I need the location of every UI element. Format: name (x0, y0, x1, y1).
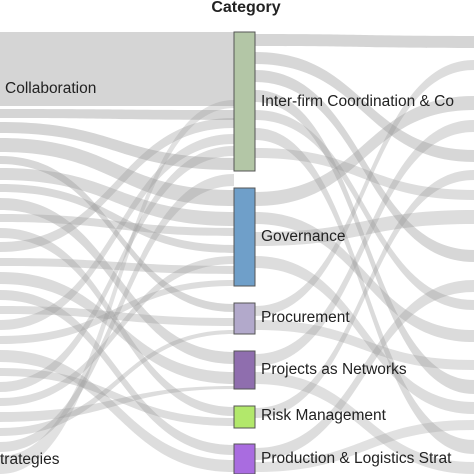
node-label-production-logistics: Production & Logistics Strat (261, 450, 452, 467)
node-label-risk-management: Risk Management (261, 407, 386, 424)
flow-left-0 (0, 32, 234, 106)
left-label-strategies: trategies (0, 451, 60, 468)
flow-right-3 (255, 90, 474, 394)
flow-left-16 (0, 280, 234, 344)
node-label-inter-firm: Inter-firm Coordination & Co (261, 93, 454, 110)
flow-right-9 (255, 210, 474, 246)
flow-right-5 (255, 128, 474, 454)
flow-right-0 (255, 34, 474, 48)
flow-left-19 (0, 146, 234, 392)
node-inter-firm (233, 31, 256, 172)
flow-left-14 (0, 306, 234, 326)
flow-left-3 (0, 138, 234, 206)
flow-right-16 (255, 280, 474, 460)
node-label-governance: Governance (261, 228, 346, 245)
flow-left-21 (0, 386, 234, 422)
flow-left-6 (0, 184, 234, 253)
flow-left-5 (0, 168, 234, 226)
node-label-procurement: Procurement (261, 309, 350, 326)
flow-right-15 (255, 170, 474, 418)
flow-right-14 (255, 372, 474, 474)
node-risk-management (233, 405, 256, 429)
node-governance (233, 187, 256, 287)
flow-left-23 (0, 174, 234, 452)
flow-left-22 (0, 330, 234, 436)
flow-right-1 (255, 52, 474, 162)
left-label-collaboration: Collaboration (5, 80, 97, 97)
flow-left-10 (0, 118, 234, 252)
flow-left-18 (0, 368, 234, 426)
flow-left-11 (0, 258, 234, 274)
flow-left-24 (0, 100, 234, 474)
flow-right-8 (255, 212, 474, 342)
flow-left-1 (0, 109, 234, 120)
node-procurement (233, 302, 256, 335)
flow-right-4 (255, 110, 474, 310)
flow-left-8 (0, 214, 234, 236)
flow-right-11 (255, 60, 474, 316)
flow-right-2 (255, 70, 474, 262)
diagram-title: Category (211, 0, 281, 16)
flow-left-4 (0, 156, 234, 312)
flow-left-12 (0, 272, 234, 384)
node-label-projects-as-networks: Projects as Networks (261, 361, 407, 378)
flow-right-17 (255, 420, 474, 472)
flow-right-6 (255, 148, 474, 200)
flow-left-9 (0, 228, 234, 416)
flow-right-13 (255, 120, 474, 366)
flow-right-10 (255, 256, 474, 414)
flow-right-7 (255, 96, 474, 206)
flow-right-12 (255, 320, 474, 370)
flow-left-7 (0, 198, 234, 364)
flow-left-20 (0, 256, 234, 406)
node-production-logistics (233, 443, 256, 474)
flow-left-15 (0, 134, 234, 330)
flow-left-13 (0, 290, 234, 455)
flow-left-2 (0, 122, 234, 170)
flow-left-17 (0, 350, 234, 472)
node-projects-as-networks (233, 350, 256, 390)
